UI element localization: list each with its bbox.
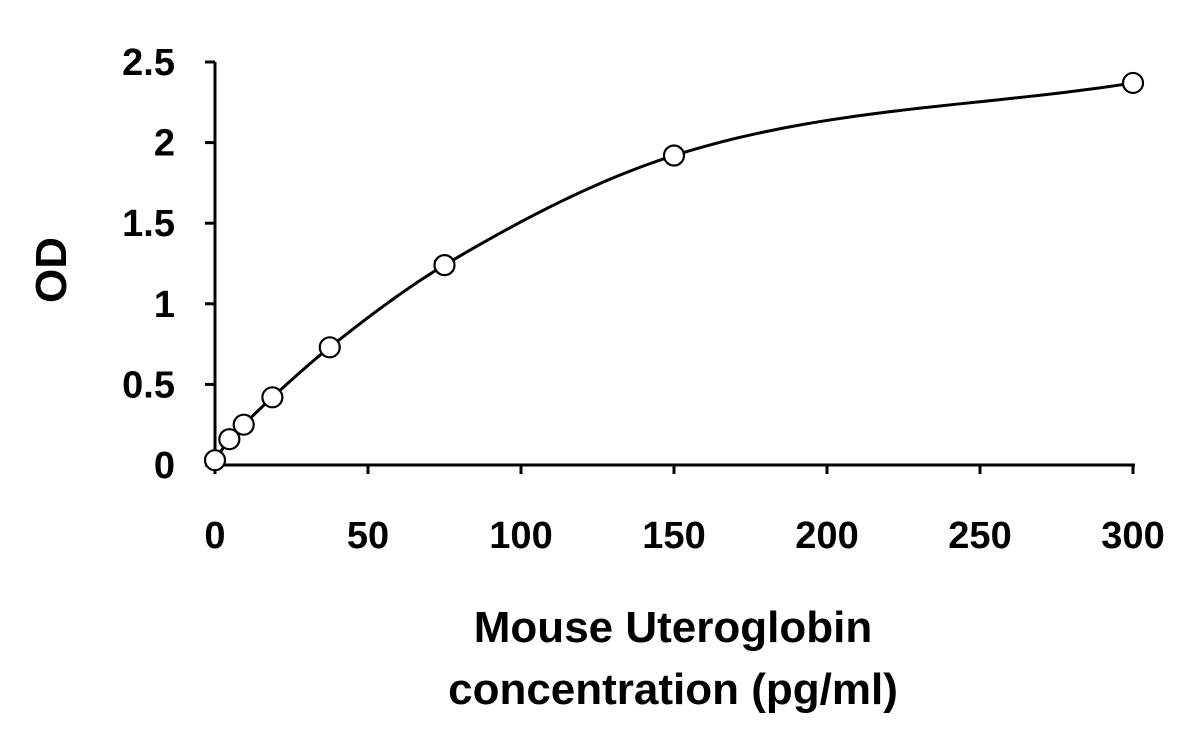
- data-points: [203, 71, 1145, 472]
- y-tick-label: 0.5: [122, 364, 175, 406]
- fitted-curve: [213, 81, 1134, 462]
- y-tick-label: 2: [154, 123, 175, 165]
- x-tick-label: 0: [204, 515, 225, 557]
- data-point-marker: [1121, 71, 1145, 95]
- x-tick-label: 100: [489, 515, 552, 557]
- y-tick-label: 1.5: [122, 203, 175, 245]
- x-tick-label: 200: [795, 515, 858, 557]
- y-tick-label: 0: [154, 445, 175, 487]
- x-axis-title-line-1: Mouse Uteroglobin: [474, 603, 872, 652]
- data-point-marker: [433, 254, 456, 277]
- data-point-marker: [261, 386, 284, 409]
- x-tick-label: 150: [642, 515, 705, 557]
- y-tick-label: 2.5: [122, 42, 175, 84]
- y-tick-label: 1: [154, 284, 175, 326]
- data-point-marker: [318, 336, 341, 359]
- x-tick-label: 300: [1101, 515, 1164, 557]
- data-point-marker: [203, 449, 227, 472]
- x-axis-title-line-2: concentration (pg/ml): [448, 665, 898, 714]
- y-axis-title: OD: [27, 237, 76, 303]
- y-axis-ticks: 0 0.5 1 1.5 2 2.5: [122, 42, 215, 487]
- data-point-marker: [232, 413, 255, 436]
- data-point-marker: [662, 144, 686, 167]
- data-point-marker: [218, 428, 241, 451]
- x-axis-ticks: 0 50 100 150 200 250 300: [204, 465, 1165, 557]
- axes: [213, 62, 1135, 467]
- x-tick-label: 50: [347, 515, 389, 557]
- x-tick-label: 250: [948, 515, 1011, 557]
